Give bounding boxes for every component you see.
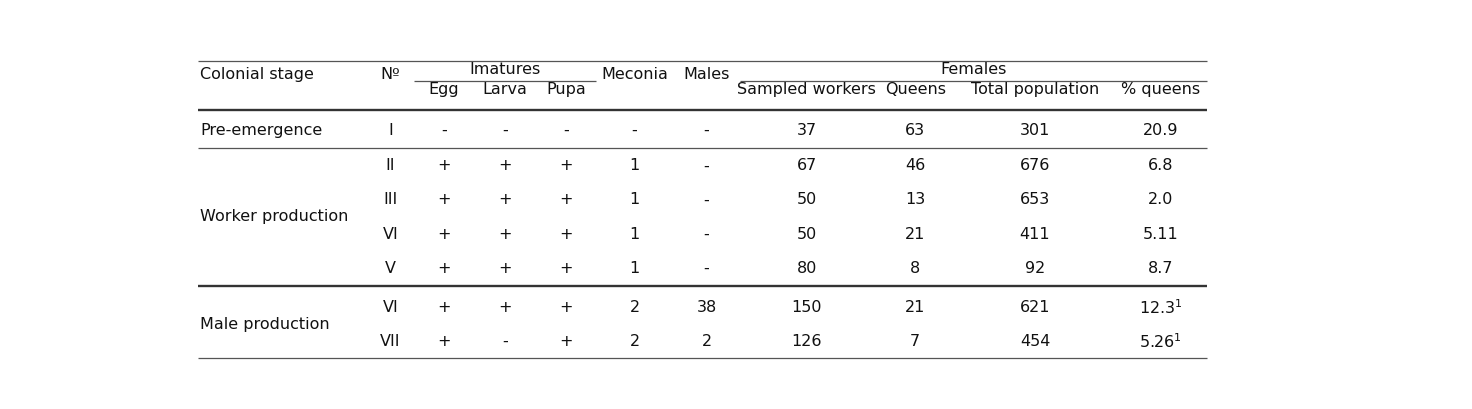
Text: Total population: Total population [972, 82, 1100, 97]
Text: 37: 37 [796, 122, 817, 137]
Text: +: + [437, 192, 450, 207]
Text: -: - [502, 333, 508, 348]
Text: 676: 676 [1020, 158, 1050, 173]
Text: Imatures: Imatures [470, 62, 540, 76]
Text: 5.26$^1$: 5.26$^1$ [1139, 331, 1182, 350]
Text: -: - [502, 122, 508, 137]
Text: +: + [499, 299, 512, 314]
Text: 63: 63 [905, 122, 926, 137]
Text: 8.7: 8.7 [1148, 260, 1173, 275]
Text: 38: 38 [696, 299, 717, 314]
Text: 21: 21 [905, 299, 926, 314]
Text: -: - [704, 260, 710, 275]
Text: 150: 150 [792, 299, 823, 314]
Text: Pre-emergence: Pre-emergence [200, 122, 322, 137]
Text: Males: Males [683, 67, 730, 82]
Text: 5.11: 5.11 [1142, 226, 1179, 241]
Text: Meconia: Meconia [601, 67, 668, 82]
Text: 8: 8 [910, 260, 920, 275]
Text: Egg: Egg [428, 82, 459, 97]
Text: +: + [437, 333, 450, 348]
Text: +: + [437, 158, 450, 173]
Text: +: + [499, 192, 512, 207]
Text: 12.3$^1$: 12.3$^1$ [1139, 297, 1182, 316]
Text: 50: 50 [796, 226, 817, 241]
Text: +: + [437, 226, 450, 241]
Text: Worker production: Worker production [200, 209, 349, 224]
Text: VI: VI [383, 299, 399, 314]
Text: -: - [704, 122, 710, 137]
Text: -: - [704, 192, 710, 207]
Text: 2: 2 [630, 333, 640, 348]
Text: +: + [499, 260, 512, 275]
Text: +: + [559, 158, 573, 173]
Text: VI: VI [383, 226, 399, 241]
Text: 50: 50 [796, 192, 817, 207]
Text: Sampled workers: Sampled workers [737, 82, 876, 97]
Text: Queens: Queens [885, 82, 945, 97]
Text: Colonial stage: Colonial stage [200, 67, 314, 82]
Text: III: III [383, 192, 397, 207]
Text: 126: 126 [792, 333, 823, 348]
Text: 13: 13 [905, 192, 926, 207]
Text: 6.8: 6.8 [1148, 158, 1173, 173]
Text: 621: 621 [1020, 299, 1051, 314]
Text: VII: VII [380, 333, 400, 348]
Text: +: + [559, 192, 573, 207]
Text: 46: 46 [905, 158, 926, 173]
Text: % queens: % queens [1122, 82, 1200, 97]
Text: +: + [559, 333, 573, 348]
Text: 2: 2 [702, 333, 711, 348]
Text: 80: 80 [796, 260, 817, 275]
Text: 653: 653 [1020, 192, 1050, 207]
Text: +: + [437, 299, 450, 314]
Text: II: II [386, 158, 396, 173]
Text: 20.9: 20.9 [1142, 122, 1178, 137]
Text: Male production: Male production [200, 316, 330, 331]
Text: 1: 1 [630, 192, 640, 207]
Text: 411: 411 [1020, 226, 1051, 241]
Text: 454: 454 [1020, 333, 1050, 348]
Text: 21: 21 [905, 226, 926, 241]
Text: +: + [559, 260, 573, 275]
Text: 301: 301 [1020, 122, 1050, 137]
Text: +: + [499, 226, 512, 241]
Text: 2.0: 2.0 [1148, 192, 1173, 207]
Text: Larva: Larva [483, 82, 527, 97]
Text: 7: 7 [910, 333, 920, 348]
Text: +: + [499, 158, 512, 173]
Text: Females: Females [941, 62, 1007, 76]
Text: 92: 92 [1025, 260, 1045, 275]
Text: I: I [389, 122, 393, 137]
Text: -: - [704, 158, 710, 173]
Text: +: + [559, 299, 573, 314]
Text: Pupa: Pupa [546, 82, 586, 97]
Text: -: - [704, 226, 710, 241]
Text: 2: 2 [630, 299, 640, 314]
Text: 1: 1 [630, 158, 640, 173]
Text: -: - [564, 122, 570, 137]
Text: -: - [442, 122, 447, 137]
Text: Nº: Nº [381, 67, 400, 82]
Text: 1: 1 [630, 226, 640, 241]
Text: V: V [386, 260, 396, 275]
Text: 67: 67 [796, 158, 817, 173]
Text: +: + [559, 226, 573, 241]
Text: -: - [631, 122, 637, 137]
Text: +: + [437, 260, 450, 275]
Text: 1: 1 [630, 260, 640, 275]
